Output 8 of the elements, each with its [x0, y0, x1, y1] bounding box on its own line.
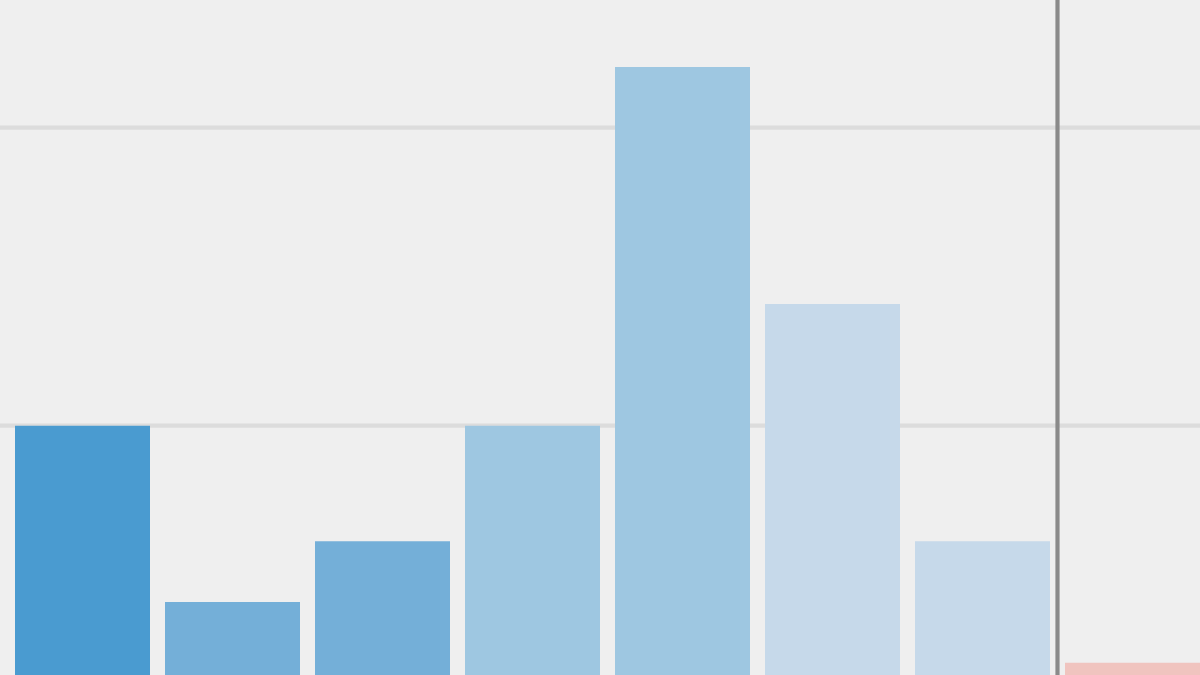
- bar: [1065, 662, 1200, 675]
- bar: [765, 304, 900, 675]
- bar: [465, 425, 600, 675]
- bar: [915, 541, 1050, 675]
- bar: [15, 425, 150, 675]
- bar: [315, 541, 450, 675]
- bar: [615, 66, 750, 675]
- bar: [165, 602, 300, 675]
